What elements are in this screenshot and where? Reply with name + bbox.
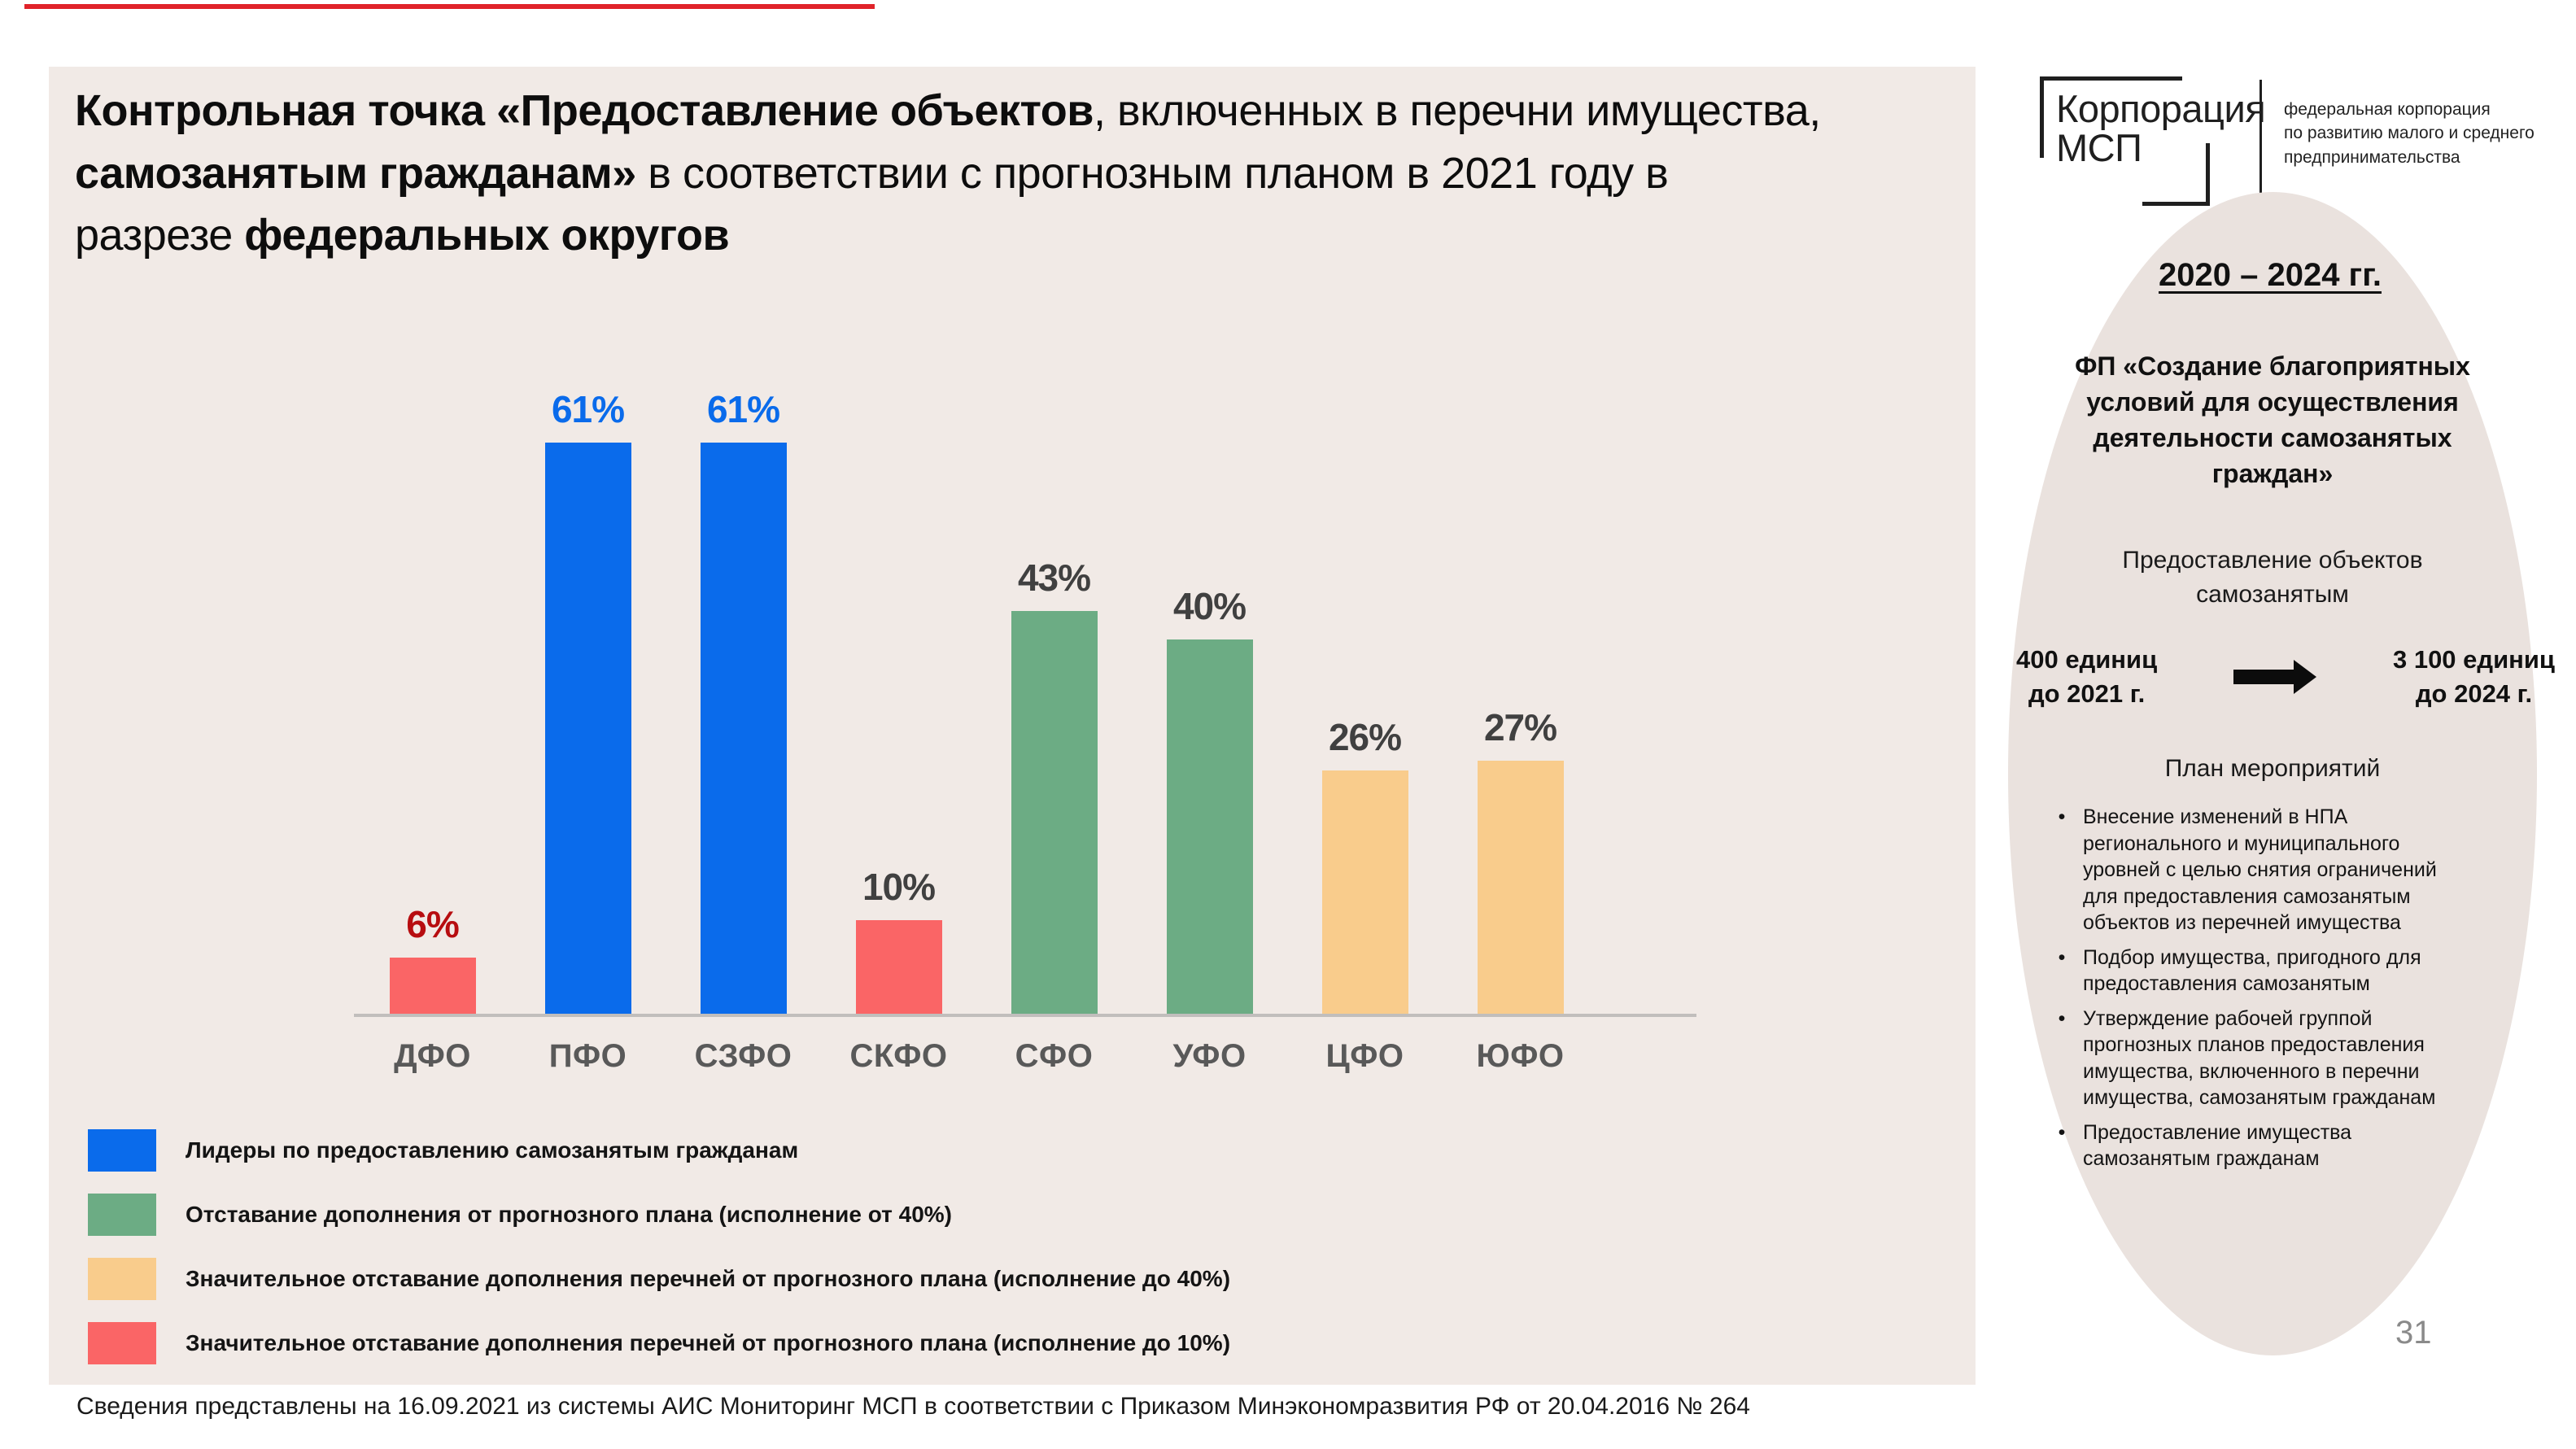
title-segment: самозанятым гражданам»	[75, 148, 636, 198]
axis-category-label: СЗФО	[694, 1038, 792, 1074]
bar-group: 40%	[1132, 342, 1287, 1014]
arrow-shaft	[2233, 669, 2294, 684]
page-title: Контрольная точка «Предоставление объект…	[75, 80, 1824, 267]
plan-item-text: Утверждение рабочей группой прогнозных п…	[2083, 1006, 2436, 1110]
program-heading: ФП «Создание благоприятных условий для о…	[2075, 351, 2470, 489]
bar-group: 6%	[355, 342, 510, 1014]
plan-item-text: Внесение изменений в НПА регионального и…	[2083, 805, 2437, 934]
axis-category-label: СКФО	[849, 1038, 948, 1074]
title-segment: федеральных округов	[244, 211, 730, 260]
axis-category-label: ДФО	[394, 1038, 471, 1074]
legend-label: Отставание дополнения от прогнозного пла…	[186, 1202, 952, 1227]
chart-bar	[1011, 611, 1098, 1014]
plan-item-bullet: •	[2058, 1120, 2066, 1144]
legend-row: Лидеры по предоставлению самозанятым гра…	[88, 1129, 1552, 1172]
legend-row: Значительное отставание дополнения переч…	[88, 1258, 1552, 1300]
page-number: 31	[2395, 1315, 2432, 1351]
bar-value-label: 43%	[1017, 556, 1091, 599]
chart-bar	[1166, 639, 1253, 1014]
chart-bar	[700, 443, 787, 1014]
bar-value-label: 27%	[1483, 706, 1557, 749]
right-arrow-icon	[2233, 659, 2317, 694]
plan-item-bullet: •	[2058, 805, 2066, 828]
footer-note: Сведения представлены на 16.09.2021 из с…	[76, 1393, 1750, 1420]
plan-item-bullet: •	[2058, 945, 2066, 969]
logo-divider	[2259, 80, 2262, 200]
chart-bar	[544, 443, 631, 1014]
chart-bar	[855, 920, 942, 1014]
plan-item: • Предоставление имущества самозанятым гр…	[2041, 1119, 2464, 1172]
legend-swatch	[88, 1129, 156, 1172]
logo-name-line2: МСП	[2056, 125, 2142, 169]
legend-label: Значительное отставание дополнения переч…	[186, 1330, 1231, 1355]
oval-subtitle: Предоставление объектов самозанятым	[2122, 547, 2423, 608]
bar-group: 61%	[666, 342, 821, 1014]
bar-group: 43%	[976, 342, 1132, 1014]
plan-title: План мероприятий	[2164, 755, 2381, 782]
bar-value-label: 40%	[1172, 585, 1247, 627]
legend-row: Значительное отставание дополнения переч…	[88, 1322, 1552, 1364]
chart-bar	[389, 958, 476, 1014]
logo-bracket-bottom-icon	[2142, 143, 2210, 206]
bar-value-label: 10%	[862, 866, 936, 908]
plan-item-bullet: •	[2058, 1006, 2066, 1030]
logo-name: Корпорация МСП	[2056, 87, 2266, 169]
chart-legend: Лидеры по предоставлению самозанятым гра…	[88, 1129, 1552, 1364]
x-axis-line	[354, 1014, 1696, 1017]
arrow-head	[2294, 659, 2317, 694]
axis-category-label: СФО	[1015, 1038, 1094, 1074]
title-segment: , включенных в перечни имущества,	[1093, 86, 1821, 135]
legend-swatch	[88, 1322, 156, 1364]
bar-group: 10%	[821, 342, 976, 1014]
units-from: 400 единиц до 2021 г.	[2016, 645, 2158, 708]
axis-category-label: УФО	[1172, 1038, 1247, 1074]
logo-bracket-top-icon	[2040, 76, 2182, 158]
chart-bar	[1477, 761, 1564, 1014]
units-row: 400 единиц до 2021 г. 3 100 единиц до 20…	[2016, 643, 2555, 711]
title-segment: в соответствии с прогнозным планом в 202…	[75, 148, 1669, 260]
legend-label: Лидеры по предоставлению самозанятым гра…	[186, 1137, 799, 1163]
legend-swatch	[88, 1194, 156, 1236]
chart-bar	[1321, 770, 1408, 1014]
bar-value-label: 6%	[406, 903, 459, 945]
units-to: 3 100 единиц до 2024 г.	[2392, 645, 2555, 708]
plan-item: • Внесение изменений в НПА регионального …	[2041, 804, 2464, 936]
legend-swatch	[88, 1258, 156, 1300]
legend-label: Значительное отставание дополнения переч…	[186, 1266, 1231, 1291]
bar-group: 26%	[1287, 342, 1443, 1014]
msp-logo: Корпорация МСП федеральная корпорация по…	[2038, 72, 2559, 210]
x-axis-labels: ДФО ПФО СЗФО СКФО СФО УФО ЦФО ЮФО	[355, 1038, 1598, 1075]
plan-list: • Внесение изменений в НПА регионального …	[2041, 804, 2464, 1172]
axis-category-label: ЦФО	[1325, 1038, 1404, 1074]
bar-value-label: 26%	[1328, 716, 1402, 758]
top-accent-line	[24, 4, 875, 9]
bar-group: 27%	[1443, 342, 1598, 1014]
period-heading: 2020 – 2024 гг.	[2159, 257, 2382, 293]
plan-item-text: Подбор имущества, пригодного для предост…	[2083, 945, 2421, 996]
plan-item: • Подбор имущества, пригодного для предос…	[2041, 945, 2464, 997]
legend-row: Отставание дополнения от прогнозного пла…	[88, 1194, 1552, 1236]
axis-category-label: ПФО	[548, 1038, 627, 1074]
axis-category-label: ЮФО	[1476, 1038, 1565, 1074]
bar-group: 61%	[510, 342, 666, 1014]
plan-item-text: Предоставление имущества самозанятым гра…	[2083, 1120, 2352, 1171]
bar-value-label: 61%	[551, 388, 625, 430]
title-segment: Контрольная точка «Предоставление объект…	[75, 86, 1094, 135]
logo-tagline: федеральная корпорация по развитию малог…	[2284, 100, 2535, 167]
plan-item: • Утверждение рабочей группой прогнозных …	[2041, 1006, 2464, 1111]
bar-value-label: 61%	[706, 388, 780, 430]
logo-name-line1: Корпорация	[2056, 87, 2266, 130]
right-oval-panel	[2008, 192, 2537, 1355]
bar-chart: 6% 61% 61% 10% 43% 40% 26% 27%	[355, 342, 1598, 1014]
